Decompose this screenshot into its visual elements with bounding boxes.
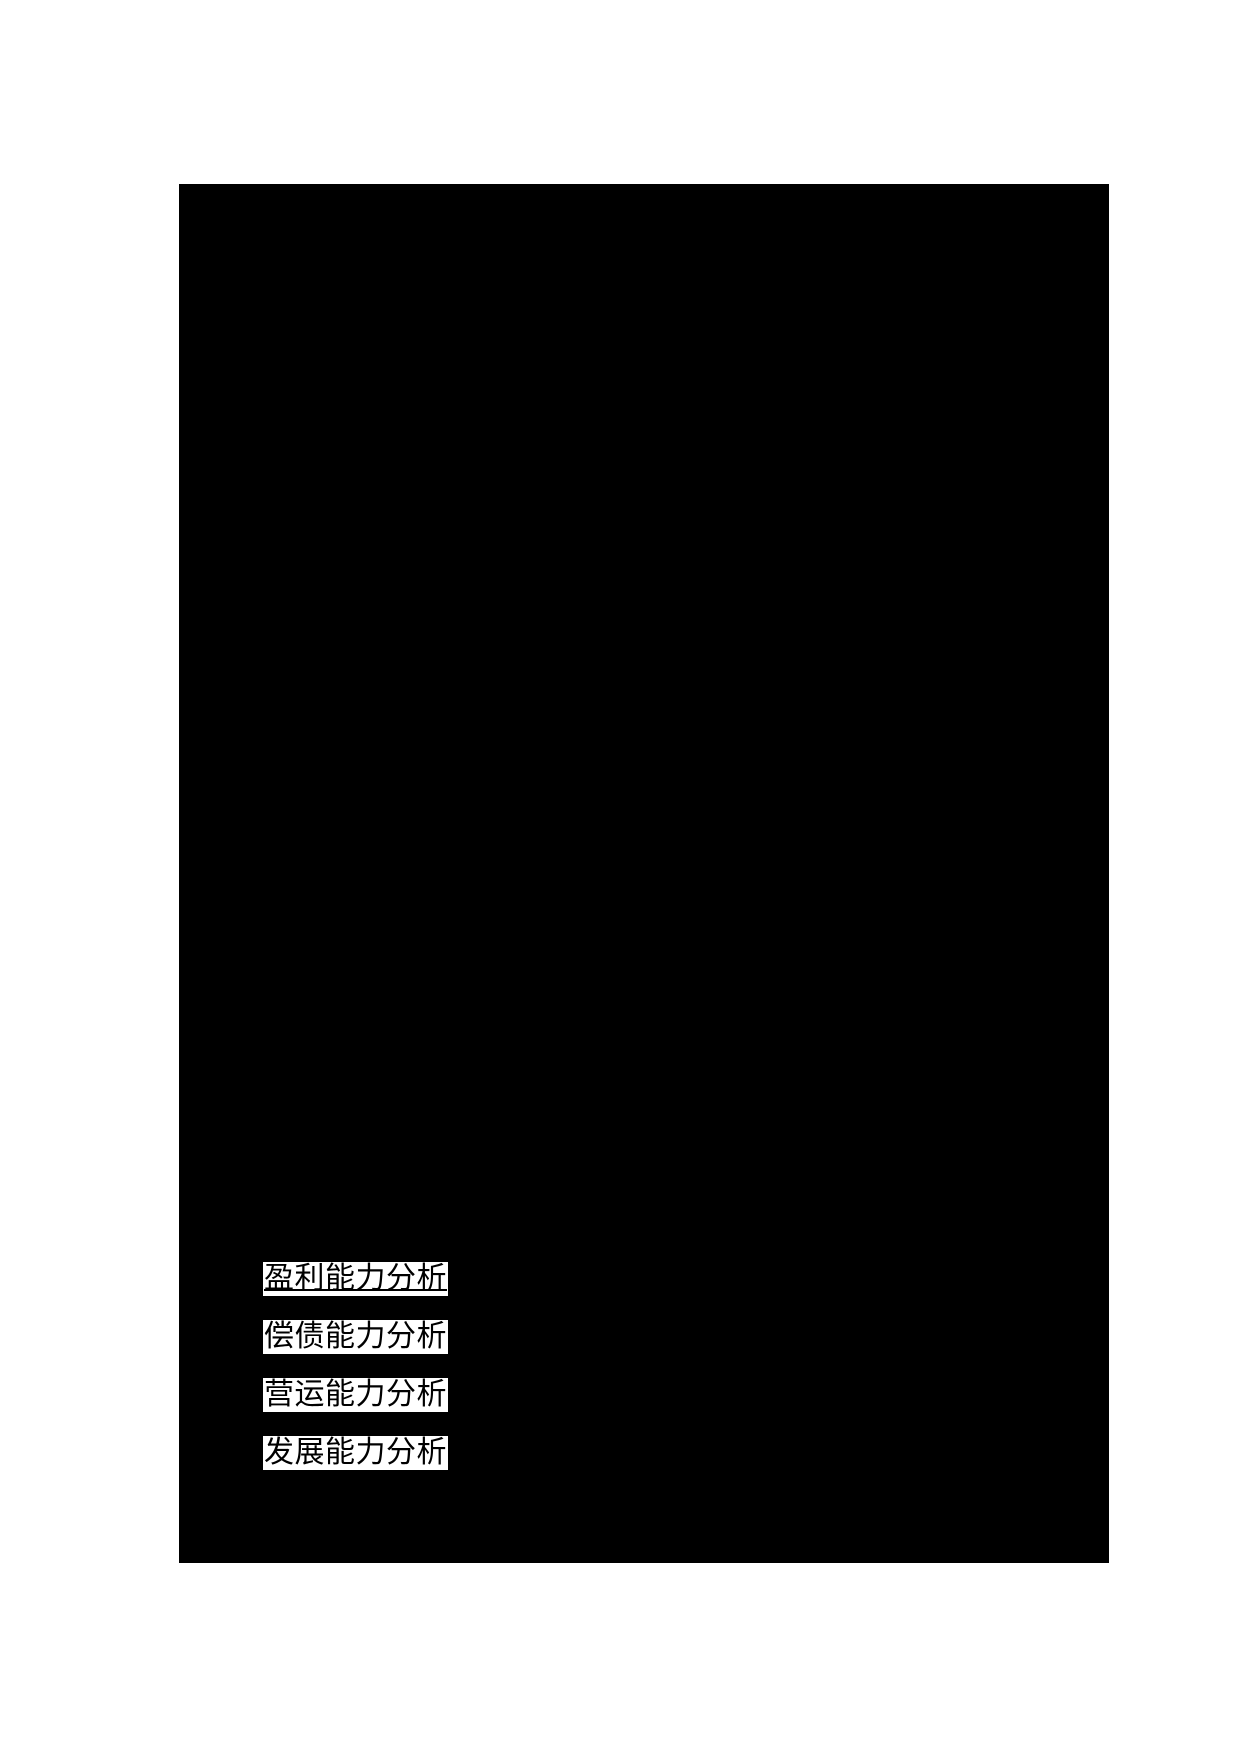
heading-list: 盈利能力分析 偿债能力分析 营运能力分析 发展能力分析 <box>263 1262 683 1494</box>
list-item[interactable]: 盈利能力分析 <box>263 1262 683 1320</box>
list-item[interactable]: 发展能力分析 <box>263 1436 683 1494</box>
heading-solvency-analysis[interactable]: 偿债能力分析 <box>263 1320 448 1354</box>
list-item[interactable]: 营运能力分析 <box>263 1378 683 1436</box>
heading-development-capability-analysis[interactable]: 发展能力分析 <box>263 1436 448 1470</box>
document-body-block: 盈利能力分析 偿债能力分析 营运能力分析 发展能力分析 <box>179 184 1109 1563</box>
heading-profitability-analysis[interactable]: 盈利能力分析 <box>263 1262 448 1296</box>
list-item[interactable]: 偿债能力分析 <box>263 1320 683 1378</box>
heading-operating-capability-analysis[interactable]: 营运能力分析 <box>263 1378 448 1412</box>
